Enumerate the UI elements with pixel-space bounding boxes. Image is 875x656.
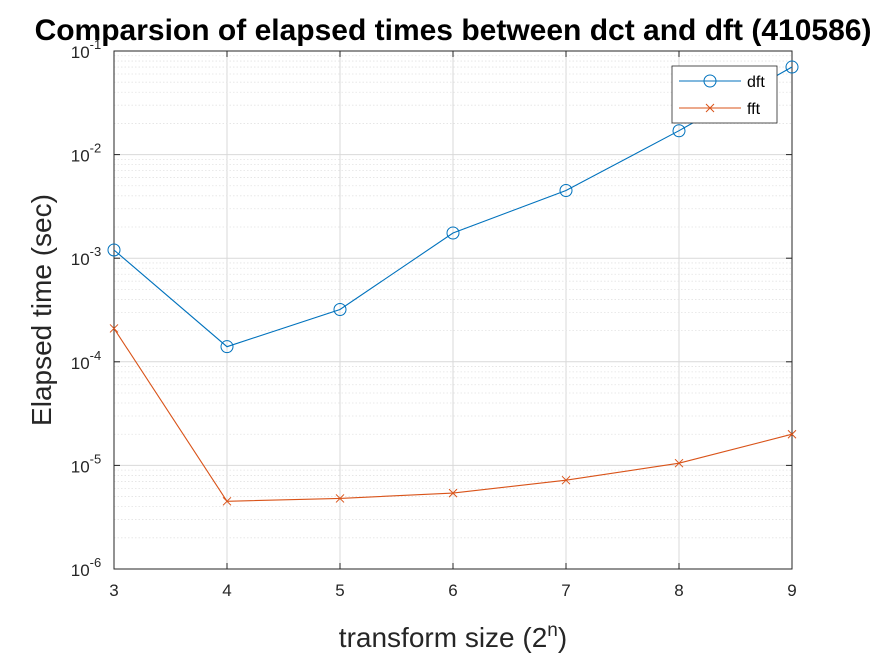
y-tick-label: 10-4 — [71, 348, 101, 373]
legend-label-dft: dft — [747, 74, 765, 91]
dft-point — [559, 184, 573, 198]
legend-label-fft: fft — [747, 101, 761, 118]
fft-point — [222, 496, 232, 506]
x-axis-title: transform size (2n) — [339, 620, 567, 653]
x-tick-label: 6 — [448, 581, 457, 600]
fft-point — [787, 429, 797, 439]
fft-point — [335, 494, 345, 503]
legend-box — [671, 65, 778, 124]
x-tick-label: 7 — [561, 581, 570, 600]
dft-point — [333, 302, 347, 316]
legend-marker-fft — [705, 103, 715, 113]
y-axis-title: Elapsed time (sec) — [26, 194, 57, 426]
tick-labels: 3 4 5 6 7 8 9 10-6 10-5 10-4 10-3 10-2 10-1 — [71, 37, 797, 600]
fft-point — [448, 488, 458, 498]
dft-point — [220, 340, 234, 354]
dft-point — [672, 124, 686, 138]
chart-title: Comparsion of elapsed times between dct … — [35, 14, 872, 47]
x-tick-label: 3 — [109, 581, 118, 600]
series — [107, 60, 799, 506]
x-tick-label: 8 — [674, 581, 683, 600]
y-tick-label: 10-3 — [71, 244, 101, 269]
legend-marker-dft — [703, 74, 717, 88]
y-tick-label: 10-6 — [71, 555, 101, 580]
dft-point — [446, 226, 460, 240]
x-tick-label: 5 — [335, 581, 344, 600]
legend: dft fft — [671, 65, 778, 124]
fft-point — [561, 475, 571, 485]
fft-point — [109, 324, 119, 333]
dft-point — [107, 243, 121, 257]
series-line-dft — [113, 66, 793, 348]
y-tick-label: 10-1 — [71, 37, 101, 62]
x-tick-label: 4 — [222, 581, 231, 600]
dft-point — [785, 60, 799, 74]
fft-point — [674, 458, 684, 468]
y-tick-label: 10-2 — [71, 141, 101, 166]
x-tick-label: 9 — [787, 581, 796, 600]
y-tick-label: 10-5 — [71, 451, 101, 476]
